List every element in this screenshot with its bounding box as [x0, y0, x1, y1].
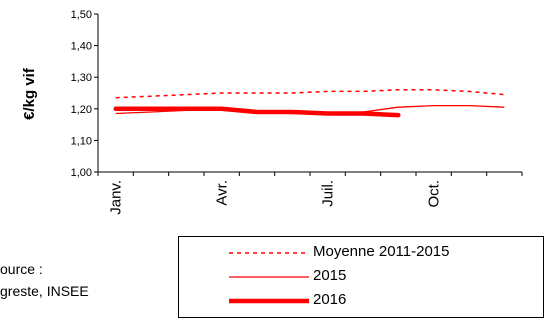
legend-item-moyenne: Moyenne 2011-2015 — [179, 241, 543, 265]
legend-label-moyenne: Moyenne 2011-2015 — [313, 243, 450, 260]
legend-item-2015: 2015 — [179, 265, 543, 289]
y-tick-label: 1,00 — [71, 167, 92, 179]
y-tick-label: 1,20 — [71, 104, 92, 116]
source-label: ource : — [0, 261, 43, 277]
series-lines — [113, 89, 505, 118]
x-tick-label: Janv. — [108, 180, 125, 215]
x-tick-label: Juil. — [320, 180, 337, 207]
legend-swatch-2016 — [229, 298, 309, 304]
x-tick-label: Oct. — [426, 180, 443, 208]
y-axis: 1,00 1,10 1,20 1,30 1,40 1,50 — [71, 9, 99, 179]
y-tick-label: 1,40 — [71, 41, 92, 53]
legend-label-2016: 2016 — [313, 291, 347, 308]
legend-swatch-2015 — [229, 276, 309, 278]
legend-swatch-moyenne — [229, 252, 309, 254]
price-chart: 1,00 1,10 1,20 1,30 1,40 1,50 Janv. Avr. Juil. O… — [21, 9, 523, 215]
source-note: ource : greste, INSEE — [0, 258, 89, 302]
x-axis: Janv. Avr. Juil. Oct. — [97, 171, 523, 215]
y-axis-label: €/kg vif — [21, 67, 38, 120]
series-line-0 — [115, 89, 505, 99]
y-tick-label: 1,50 — [71, 9, 92, 21]
y-tick-label: 1,10 — [71, 135, 92, 147]
source-text: greste, INSEE — [0, 283, 89, 299]
legend-label-2015: 2015 — [313, 267, 347, 284]
y-tick-label: 1,30 — [71, 72, 92, 84]
legend-item-2016: 2016 — [179, 289, 543, 313]
x-tick-label: Avr. — [214, 180, 231, 206]
legend: Moyenne 2011-2015 2015 2016 — [178, 236, 544, 318]
series-line-2 — [113, 106, 401, 118]
